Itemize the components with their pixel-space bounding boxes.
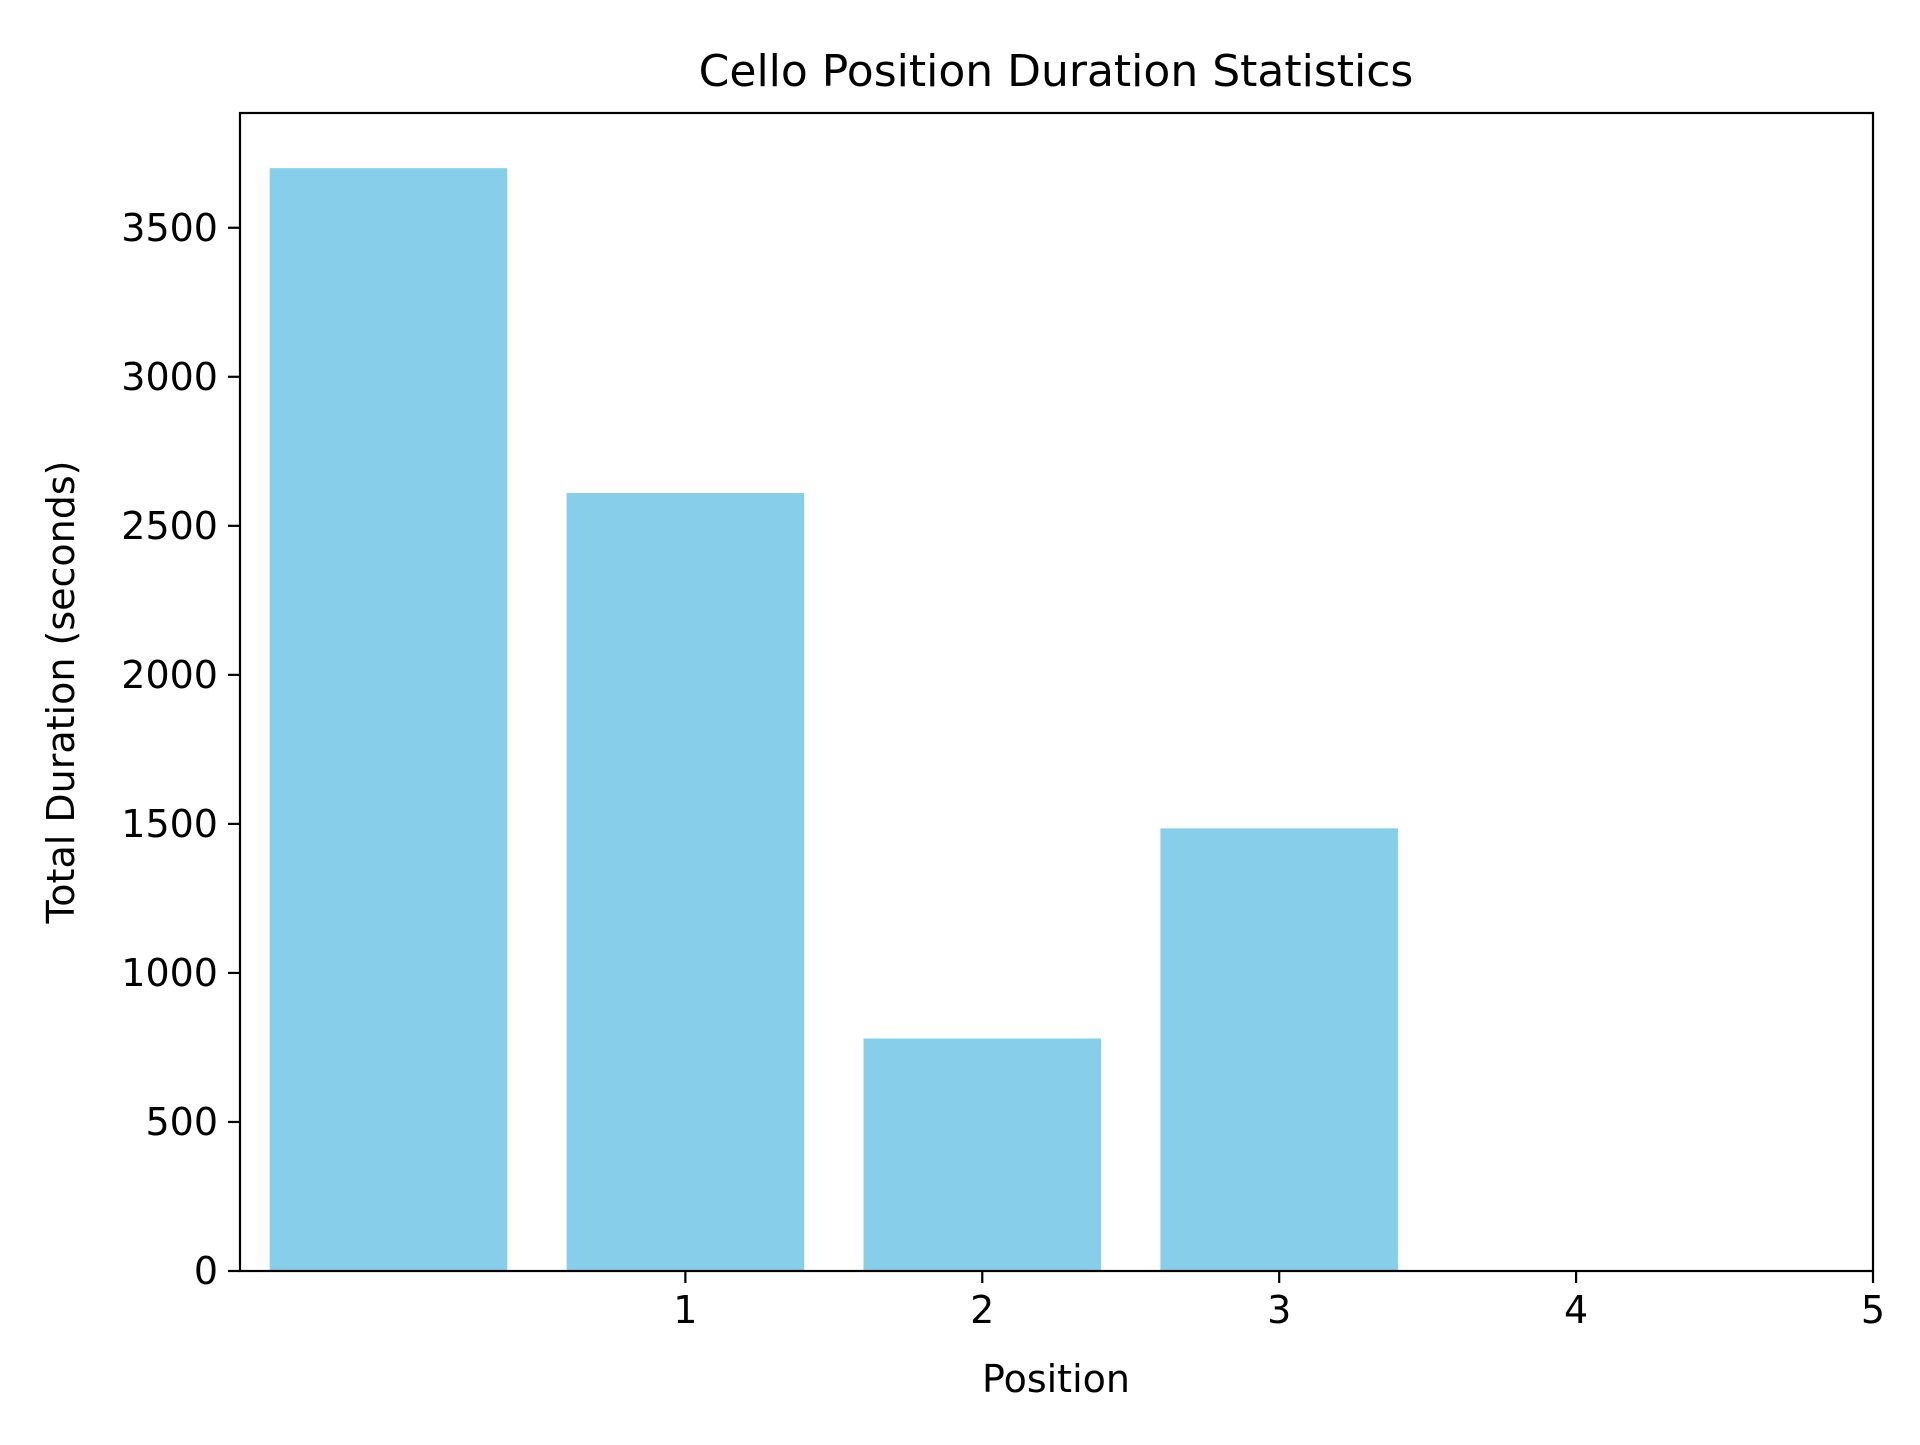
x-tick-label: 2	[970, 1288, 994, 1332]
chart-title: Cello Position Duration Statistics	[699, 46, 1414, 97]
y-axis-ticks: 0 500 1000 1500 2000 2500 3000 3500	[121, 206, 240, 1293]
y-tick-label: 2500	[121, 504, 218, 548]
bars	[269, 168, 1398, 1272]
bar-position-3	[1160, 828, 1398, 1271]
y-axis-label: Total Duration (seconds)	[39, 461, 83, 925]
x-tick-label: 4	[1564, 1288, 1588, 1332]
x-axis-ticks: 1 2 3 4 5	[673, 1271, 1885, 1332]
x-axis-label: Position	[982, 1357, 1130, 1401]
bar-position-1	[566, 493, 805, 1272]
plot-frame	[238, 111, 1875, 1273]
x-tick-label: 1	[673, 1288, 697, 1332]
y-tick-label: 500	[145, 1100, 218, 1144]
bar-position-0	[269, 168, 508, 1272]
y-tick-label: 2000	[121, 653, 218, 697]
y-tick-label: 1000	[121, 951, 218, 995]
y-tick-label: 0	[194, 1249, 218, 1293]
y-tick-label: 1500	[121, 802, 218, 846]
x-tick-label: 5	[1861, 1288, 1885, 1332]
x-tick-label: 3	[1267, 1288, 1291, 1332]
bar-position-2	[863, 1038, 1102, 1271]
y-tick-label: 3000	[121, 355, 218, 399]
y-tick-label: 3500	[121, 206, 218, 250]
